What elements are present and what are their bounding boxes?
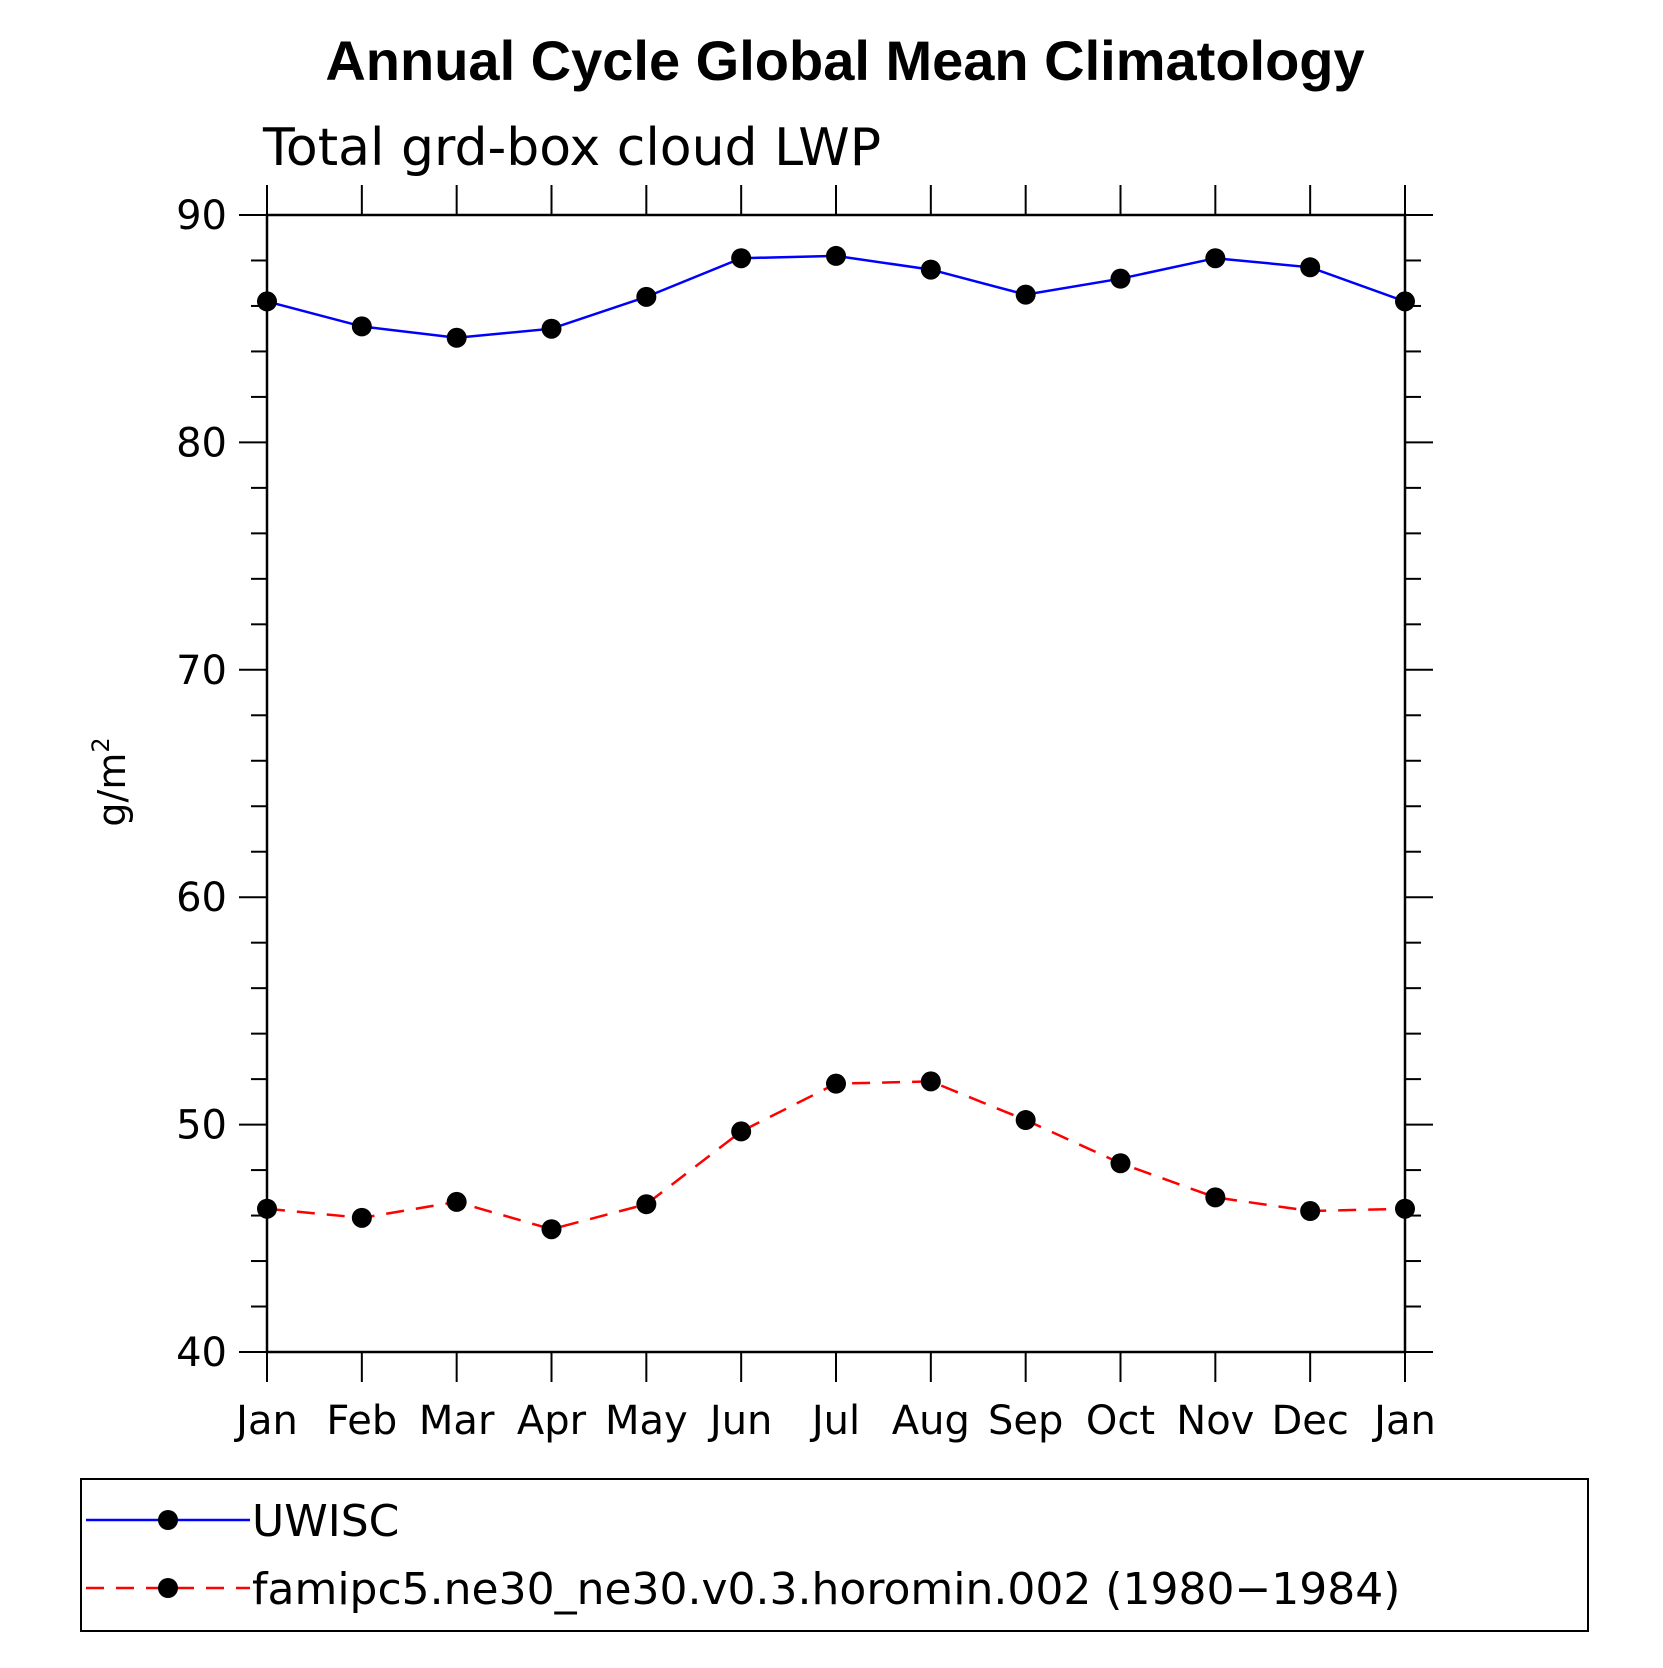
- data-point-1: [351, 316, 372, 337]
- series-line-1: [266, 254, 1406, 340]
- x-tick-label: Aug: [892, 1398, 970, 1444]
- data-point-1: [636, 286, 657, 307]
- data-point-2: [636, 1194, 657, 1215]
- y-axis-label: g/m2: [87, 737, 134, 826]
- series-line-2: [266, 1080, 1406, 1231]
- data-point-1: [1395, 291, 1415, 312]
- y-tick-label: 70: [176, 648, 227, 694]
- x-tick-label: Feb: [326, 1398, 397, 1444]
- y-tick-label: 40: [176, 1330, 227, 1376]
- legend-marker-2: [158, 1578, 178, 1598]
- x-tick-label: Jan: [1371, 1398, 1436, 1444]
- data-point-2: [731, 1121, 752, 1142]
- y-tick-label: 60: [176, 875, 227, 921]
- data-point-2: [257, 1198, 277, 1219]
- data-point-1: [446, 327, 467, 348]
- data-point-1: [1110, 268, 1131, 289]
- x-tick-label: Nov: [1176, 1398, 1254, 1444]
- legend-marker-1: [158, 1510, 178, 1530]
- data-point-2: [1300, 1201, 1321, 1222]
- y-axis-label-base: g/m: [90, 753, 134, 827]
- ticks: 40 50 60 70 80 90 Jan Feb Mar Apr May Jun Jul Aug Sep O…: [176, 185, 1436, 1444]
- y-axis-label-superscript: 2: [87, 737, 115, 752]
- data-point-2: [826, 1073, 846, 1094]
- chart-subtitle: Total grd-box cloud LWP: [262, 118, 881, 178]
- x-tick-label: Mar: [419, 1398, 495, 1444]
- data-point-2: [920, 1071, 941, 1092]
- data-point-2: [1395, 1198, 1415, 1219]
- data-point-2: [1205, 1187, 1226, 1208]
- series: [257, 245, 1415, 1240]
- y-tick-label: 90: [176, 193, 227, 239]
- x-tick-label: May: [605, 1398, 688, 1444]
- x-tick-label: Apr: [517, 1398, 587, 1444]
- y-tick-label: 50: [176, 1103, 227, 1149]
- data-point-1: [826, 245, 846, 266]
- data-point-1: [1015, 284, 1036, 305]
- legend-label-1: UWISC: [252, 1496, 399, 1547]
- x-tick-label: Sep: [988, 1398, 1063, 1444]
- legend-label-2: famipc5.ne30_ne30.v0.3.horomin.002 (1980…: [252, 1564, 1400, 1615]
- legend-box: [80, 1478, 1589, 1632]
- x-tick-label: Jul: [809, 1398, 860, 1444]
- data-point-1: [920, 259, 941, 280]
- y-tick-label: 80: [176, 420, 227, 466]
- chart-title: Annual Cycle Global Mean Climatology: [325, 29, 1364, 92]
- x-tick-label: Oct: [1086, 1398, 1155, 1444]
- data-point-2: [351, 1207, 372, 1228]
- data-point-1: [257, 291, 277, 312]
- x-tick-label: Dec: [1271, 1398, 1348, 1444]
- data-point-2: [446, 1191, 467, 1212]
- plot-frame: [265, 213, 1407, 1354]
- data-point-2: [1015, 1110, 1036, 1131]
- data-point-1: [1205, 248, 1226, 269]
- legend: UWISC famipc5.ne30_ne30.v0.3.horomin.002 …: [80, 1478, 1589, 1632]
- data-point-2: [1110, 1153, 1131, 1174]
- data-point-2: [541, 1219, 562, 1240]
- x-tick-label: Jun: [707, 1398, 773, 1444]
- data-point-1: [1300, 257, 1321, 278]
- data-point-1: [541, 318, 562, 339]
- x-tick-label: Jan: [233, 1398, 298, 1444]
- data-point-1: [731, 248, 752, 269]
- axes: [265, 213, 1407, 1354]
